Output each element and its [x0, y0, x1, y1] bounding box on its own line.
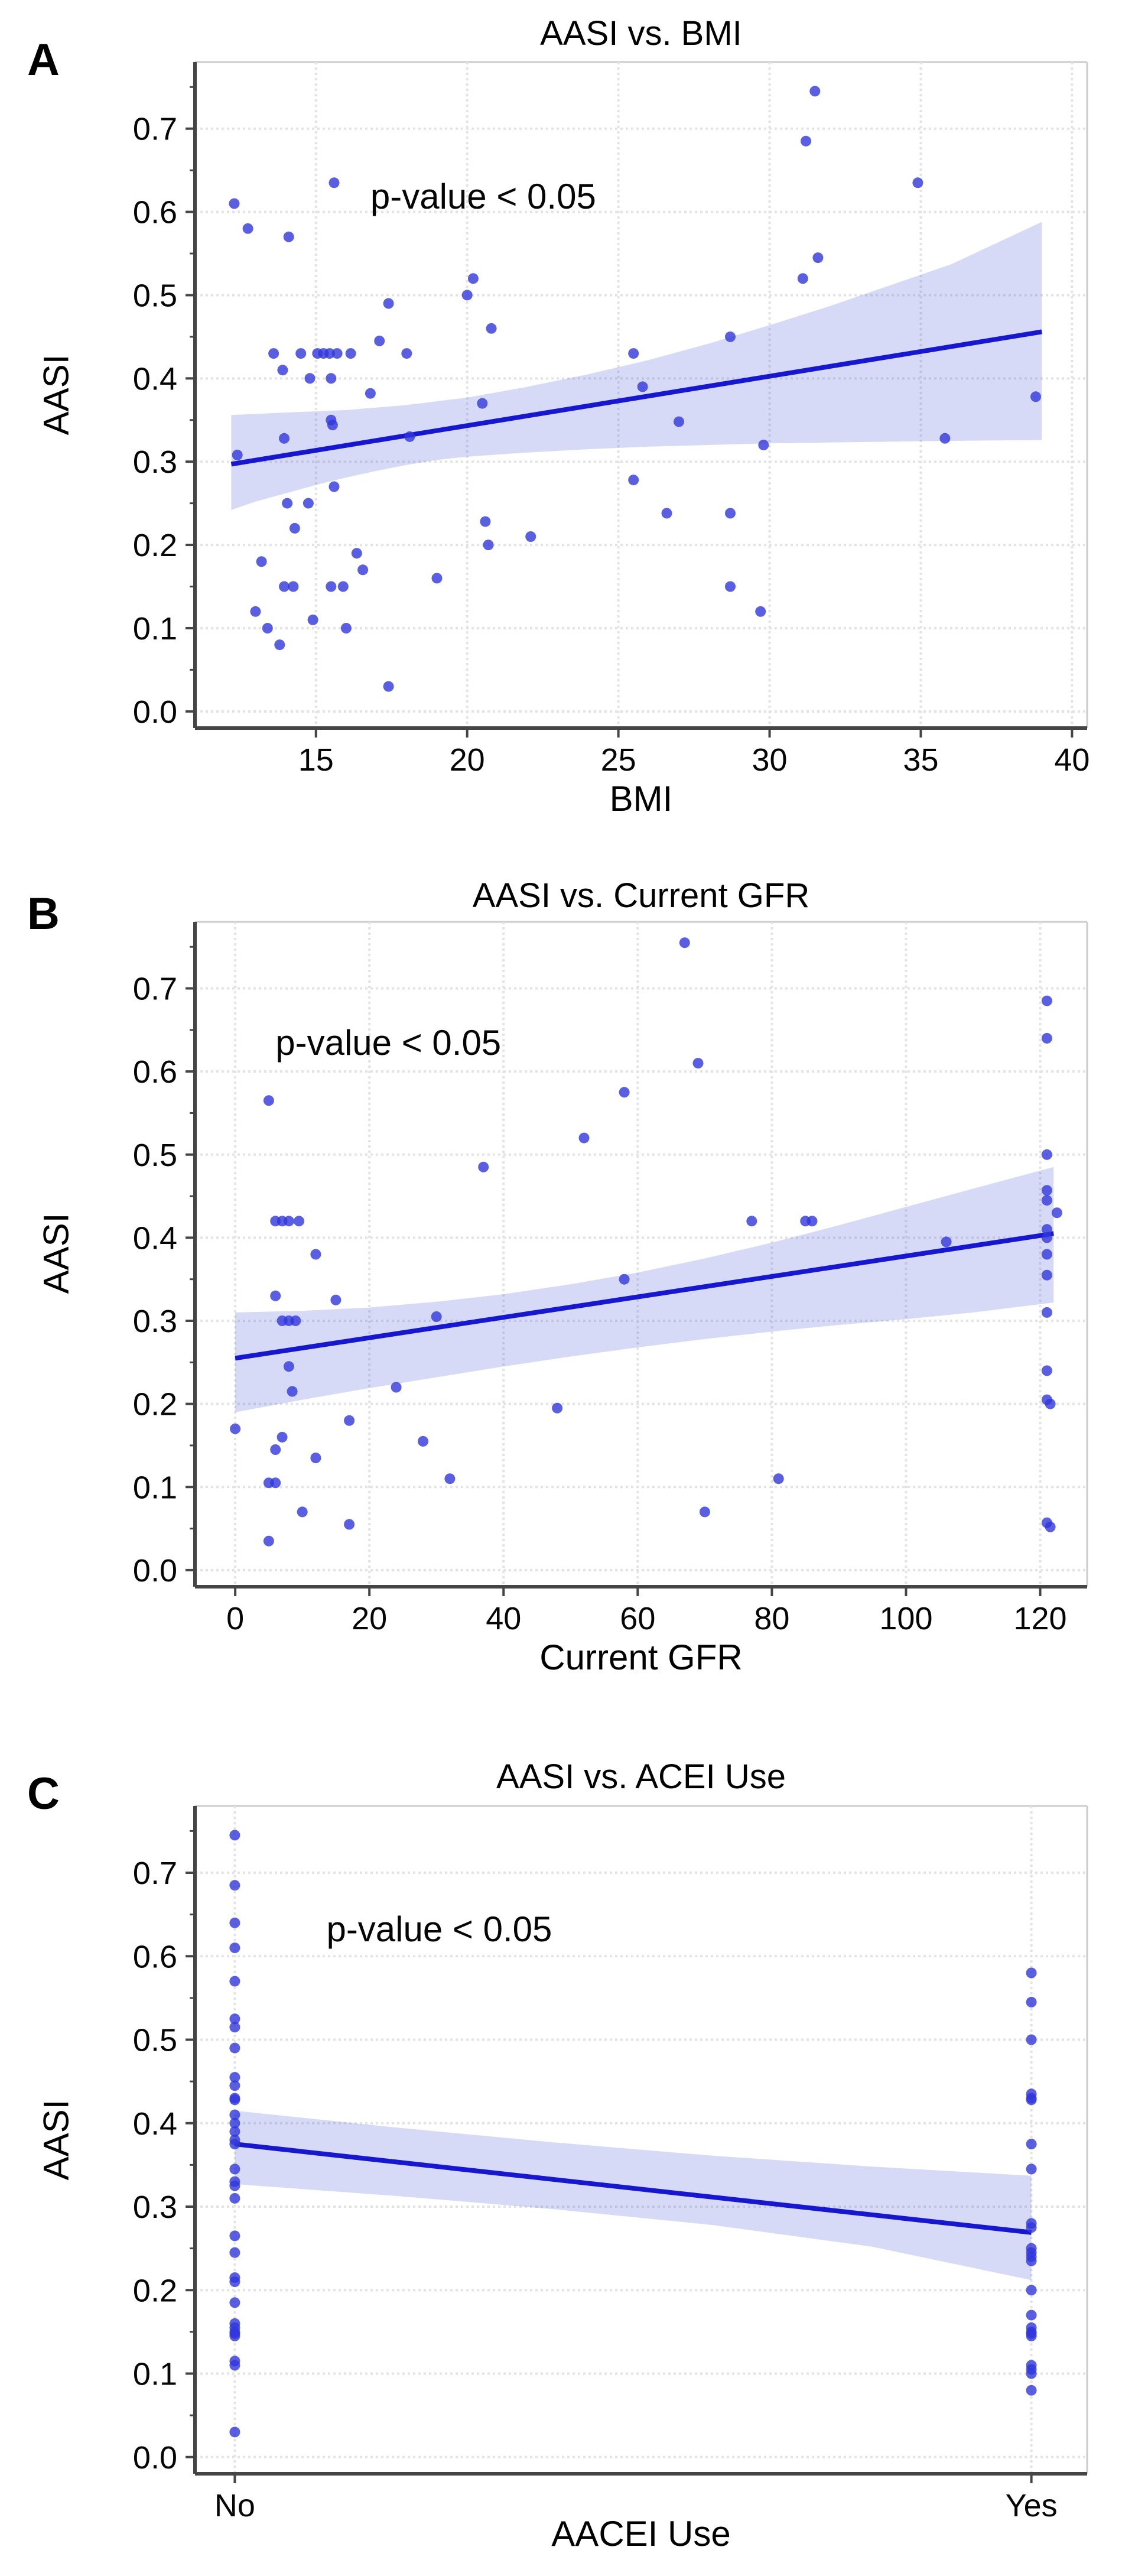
svg-text:0.1: 0.1: [133, 611, 177, 647]
panel-b-scatter-plot: 0.0 0.1 0.2 0.3 0.4 0.5 0.6 0.7 0 20 40 60 80 100 120 p…: [133, 921, 1088, 1636]
svg-text:25: 25: [601, 742, 636, 778]
svg-text:0.6: 0.6: [133, 195, 177, 230]
svg-text:0.0: 0.0: [133, 694, 177, 730]
svg-text:100: 100: [879, 1601, 932, 1636]
panel-a-title: AASI vs. BMI: [540, 14, 742, 53]
svg-text:p-value < 0.05: p-value < 0.05: [370, 177, 596, 216]
svg-text:0.7: 0.7: [133, 112, 177, 147]
panel-a: A AASI vs. BMI AASI 0.0 0.1 0.2 0.3 0.4 0.5 0.…: [0, 0, 1122, 859]
svg-text:0.6: 0.6: [133, 1939, 177, 1974]
panel-a-x-axis-label: BMI: [609, 779, 673, 818]
svg-text:0.4: 0.4: [133, 361, 177, 397]
svg-text:Yes: Yes: [1006, 2488, 1058, 2523]
panel-a-scatter-plot: 0.0 0.1 0.2 0.3 0.4 0.5 0.6 0.7 15 20 25 30 35 40 p-va…: [133, 61, 1090, 778]
panel-b-title: AASI vs. Current GFR: [472, 876, 810, 915]
svg-text:0.3: 0.3: [133, 1304, 177, 1339]
svg-text:0.2: 0.2: [133, 2273, 177, 2308]
panel-b: B AASI vs. Current GFR AASI 0.0 0.1 0.2 0.3…: [0, 859, 1122, 1717]
svg-text:40: 40: [1054, 742, 1090, 778]
panel-c-scatter-plot: 0.0 0.1 0.2 0.3 0.4 0.5 0.6 0.7 No Yes p-value < 0…: [133, 1805, 1088, 2523]
svg-text:0.5: 0.5: [133, 1138, 177, 1173]
svg-text:120: 120: [1013, 1601, 1066, 1636]
svg-text:0.2: 0.2: [133, 1387, 177, 1422]
panel-c-x-axis-label: AACEI Use: [551, 2514, 731, 2554]
svg-text:0.5: 0.5: [133, 2023, 177, 2058]
svg-text:0: 0: [226, 1601, 244, 1636]
svg-text:15: 15: [298, 742, 334, 778]
svg-text:0.1: 0.1: [133, 1470, 177, 1505]
svg-text:80: 80: [754, 1601, 789, 1636]
svg-text:20: 20: [352, 1601, 387, 1636]
svg-text:0.4: 0.4: [133, 1220, 177, 1256]
svg-text:20: 20: [450, 742, 485, 778]
panel-a-letter: A: [27, 35, 60, 85]
panel-b-x-axis-label: Current GFR: [539, 1638, 743, 1677]
svg-text:0.3: 0.3: [133, 2190, 177, 2225]
svg-text:0.3: 0.3: [133, 444, 177, 480]
panel-b-letter: B: [27, 889, 60, 939]
svg-text:0.7: 0.7: [133, 1856, 177, 1891]
svg-text:p-value < 0.05: p-value < 0.05: [326, 1909, 552, 1949]
svg-text:0.5: 0.5: [133, 278, 177, 313]
svg-text:0.4: 0.4: [133, 2106, 177, 2142]
svg-text:0.0: 0.0: [133, 1553, 177, 1589]
svg-text:0.1: 0.1: [133, 2357, 177, 2392]
svg-text:0.2: 0.2: [133, 528, 177, 563]
svg-text:40: 40: [486, 1601, 521, 1636]
svg-text:30: 30: [752, 742, 788, 778]
panel-c-title: AASI vs. ACEI Use: [496, 1758, 786, 1796]
panel-c-letter: C: [27, 1769, 60, 1819]
svg-text:p-value < 0.05: p-value < 0.05: [275, 1023, 501, 1063]
svg-text:35: 35: [903, 742, 938, 778]
svg-text:60: 60: [620, 1601, 655, 1636]
svg-text:0.6: 0.6: [133, 1054, 177, 1090]
svg-text:No: No: [214, 2488, 255, 2523]
panel-c: C AASI vs. ACEI Use AASI 0.0 0.1 0.2 0.3 0.4…: [0, 1717, 1122, 2576]
svg-text:0.0: 0.0: [133, 2440, 177, 2476]
svg-text:0.7: 0.7: [133, 972, 177, 1007]
